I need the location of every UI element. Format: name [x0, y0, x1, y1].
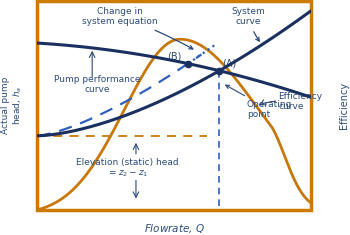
Text: (A): (A) [222, 59, 237, 69]
Text: Pump performance
curve: Pump performance curve [54, 75, 141, 94]
Text: (B): (B) [167, 51, 182, 61]
Text: Flowrate, $Q$: Flowrate, $Q$ [144, 222, 205, 235]
Text: System
curve: System curve [231, 7, 265, 41]
Text: Change in
system equation: Change in system equation [82, 7, 193, 49]
Text: Elevation (static) head
$= z_2 - z_1$: Elevation (static) head $= z_2 - z_1$ [76, 158, 179, 179]
Text: Actual pump
head, $h_a$: Actual pump head, $h_a$ [1, 77, 25, 134]
Text: Operating
point: Operating point [226, 85, 292, 119]
Text: Efficiency: Efficiency [339, 82, 349, 129]
Text: Efficiency
curve: Efficiency curve [278, 92, 322, 111]
